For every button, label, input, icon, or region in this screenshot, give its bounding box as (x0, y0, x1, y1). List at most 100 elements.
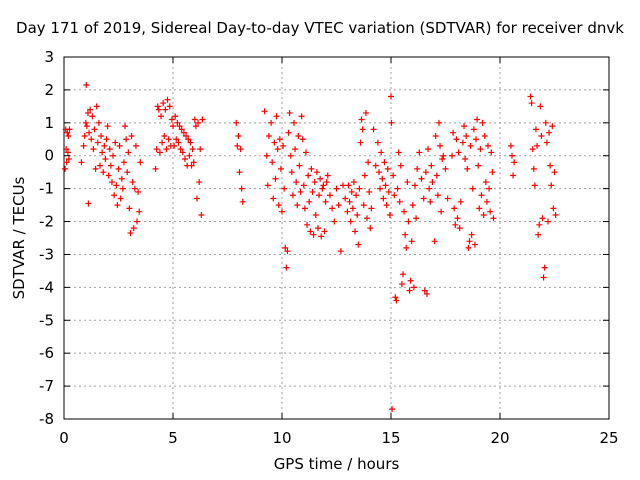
data-point (181, 156, 188, 163)
data-point (414, 165, 421, 172)
data-point (106, 146, 113, 153)
data-point (478, 192, 485, 199)
data-point (475, 162, 482, 169)
x-axis-ticks: 0 5 10 15 20 25 (59, 57, 619, 447)
x-tick-label: 25 (599, 429, 618, 447)
data-point (186, 152, 193, 159)
data-point (273, 113, 280, 120)
data-point (199, 116, 206, 123)
data-point (270, 195, 277, 202)
data-point (63, 146, 70, 153)
data-point (345, 182, 352, 189)
y-tick-label: -8 (39, 410, 54, 428)
data-point (459, 139, 466, 146)
data-point (546, 129, 553, 136)
data-point (99, 149, 106, 156)
y-axis-label: SDTVAR / TECUs (10, 176, 28, 300)
chart-title: Day 171 of 2019, Sidereal Day-to-day VTE… (16, 19, 624, 37)
data-point (457, 198, 464, 205)
data-point (428, 162, 435, 169)
data-point (388, 119, 395, 126)
data-point (64, 149, 71, 156)
data-point (337, 248, 344, 255)
data-point (390, 172, 397, 179)
data-point (479, 119, 486, 126)
data-point (158, 113, 165, 120)
data-point (490, 215, 497, 222)
data-point (449, 152, 456, 159)
data-point (544, 218, 551, 225)
data-point (102, 156, 109, 163)
data-point (94, 139, 101, 146)
y-tick-label: -5 (39, 311, 54, 329)
data-point (404, 179, 411, 186)
data-point (382, 182, 389, 189)
data-point (284, 248, 291, 255)
data-point (323, 179, 330, 186)
data-point (439, 156, 446, 163)
data-point (296, 162, 303, 169)
data-point (307, 228, 314, 235)
data-point (346, 198, 353, 205)
data-point (469, 185, 476, 192)
data-point (403, 244, 410, 251)
data-point (389, 406, 396, 413)
data-point (344, 208, 351, 215)
data-point (132, 142, 139, 149)
data-point (236, 169, 243, 176)
data-point (368, 205, 375, 212)
data-point (362, 109, 369, 116)
data-point (450, 129, 457, 136)
data-point (162, 106, 169, 113)
data-point (357, 139, 364, 146)
data-point (123, 136, 130, 143)
data-point (122, 123, 129, 130)
data-point (482, 179, 489, 186)
data-point (468, 231, 475, 238)
data-point (435, 119, 442, 126)
data-point (197, 146, 204, 153)
data-point (530, 165, 537, 172)
data-point (285, 129, 292, 136)
data-point (536, 221, 543, 228)
x-tick-label: 15 (381, 429, 400, 447)
data-point (310, 231, 317, 238)
data-point (531, 182, 538, 189)
data-point (134, 218, 141, 225)
data-point (263, 152, 270, 159)
data-point (359, 126, 366, 133)
data-point (352, 228, 359, 235)
data-point (84, 109, 91, 116)
data-point (282, 244, 289, 251)
data-point (163, 146, 170, 153)
data-point (289, 192, 296, 199)
data-point (331, 218, 338, 225)
data-point (131, 185, 138, 192)
data-point (348, 188, 355, 195)
data-point (437, 142, 444, 149)
data-point (168, 116, 175, 123)
data-point (532, 126, 539, 133)
y-tick-label: -3 (39, 245, 54, 263)
data-point (137, 159, 144, 166)
data-point (173, 136, 180, 143)
data-point (174, 119, 181, 126)
data-point (191, 116, 198, 123)
data-point (537, 103, 544, 110)
data-point (340, 182, 347, 189)
data-point (166, 103, 173, 110)
data-point (180, 129, 187, 136)
data-point (100, 169, 107, 176)
data-point (535, 231, 542, 238)
data-point (91, 126, 98, 133)
y-axis-ticks: 3 2 1 0 -1 -2 -3 -4 -5 -6 -7 -8 (39, 48, 609, 428)
data-point (355, 241, 362, 248)
data-point (308, 165, 315, 172)
data-point (89, 113, 96, 120)
data-point (421, 287, 428, 294)
data-point (309, 188, 316, 195)
data-point (190, 159, 197, 166)
data-point (442, 165, 449, 172)
data-point (261, 108, 268, 115)
data-point (114, 202, 121, 209)
